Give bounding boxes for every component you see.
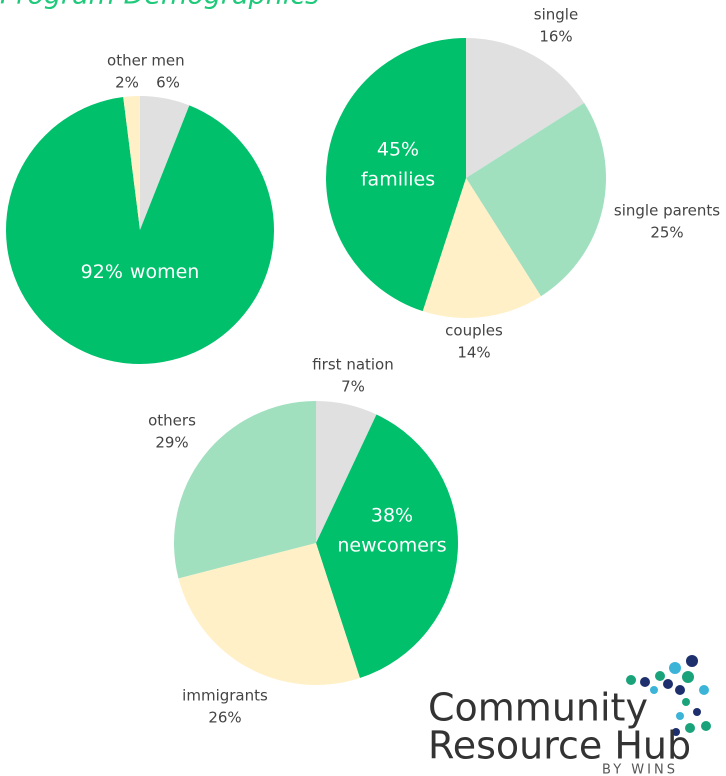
slice-label: couples xyxy=(445,322,503,340)
pie-slice xyxy=(316,401,377,543)
slice-value-label: 38% xyxy=(371,505,413,527)
pie-slice xyxy=(466,102,607,297)
slice-label: women xyxy=(130,261,199,283)
logo-text: Resource Hub xyxy=(428,724,691,768)
pie-slice xyxy=(316,414,458,679)
pie-slice xyxy=(140,96,190,230)
slice-label: families xyxy=(361,169,435,191)
slice-value-label: 7% xyxy=(341,378,365,396)
slice-value-label: 16% xyxy=(539,28,572,46)
slice-label: newcomers xyxy=(337,535,446,557)
slice-value-label: 14% xyxy=(457,344,490,362)
pie-slice xyxy=(422,178,542,318)
slice-label: single xyxy=(534,6,578,24)
slice-value-label: 29% xyxy=(155,434,188,452)
pie-slice xyxy=(123,96,140,230)
logo: Community Resource Hub BY WINS xyxy=(428,655,711,776)
pie-slice xyxy=(326,38,466,312)
pie-slice xyxy=(466,38,585,178)
slice-label: others xyxy=(148,412,196,430)
pie-slice xyxy=(5,97,274,364)
logo-text: Community xyxy=(428,686,648,730)
slice-value-label: 92% xyxy=(81,261,123,283)
slice-value-label: 2% xyxy=(115,74,139,92)
slice-label: single parents xyxy=(614,202,720,220)
slice-label-group: 92% women xyxy=(81,261,200,283)
logo-dots xyxy=(626,655,711,736)
slice-value-label: 45% xyxy=(377,139,419,161)
page-title: Program Demographics xyxy=(0,0,319,11)
slice-value-label: 26% xyxy=(208,709,241,727)
slice-label: first nation xyxy=(312,356,394,374)
slice-label: immigrants xyxy=(182,687,268,705)
slice-label: men xyxy=(151,52,184,70)
logo-text: BY WINS xyxy=(602,763,678,776)
slice-value-label: 6% xyxy=(156,74,180,92)
pie-slice xyxy=(178,543,360,685)
pie-slice xyxy=(174,401,316,579)
slice-label: other xyxy=(107,52,148,70)
slice-value-label: 25% xyxy=(650,224,683,242)
